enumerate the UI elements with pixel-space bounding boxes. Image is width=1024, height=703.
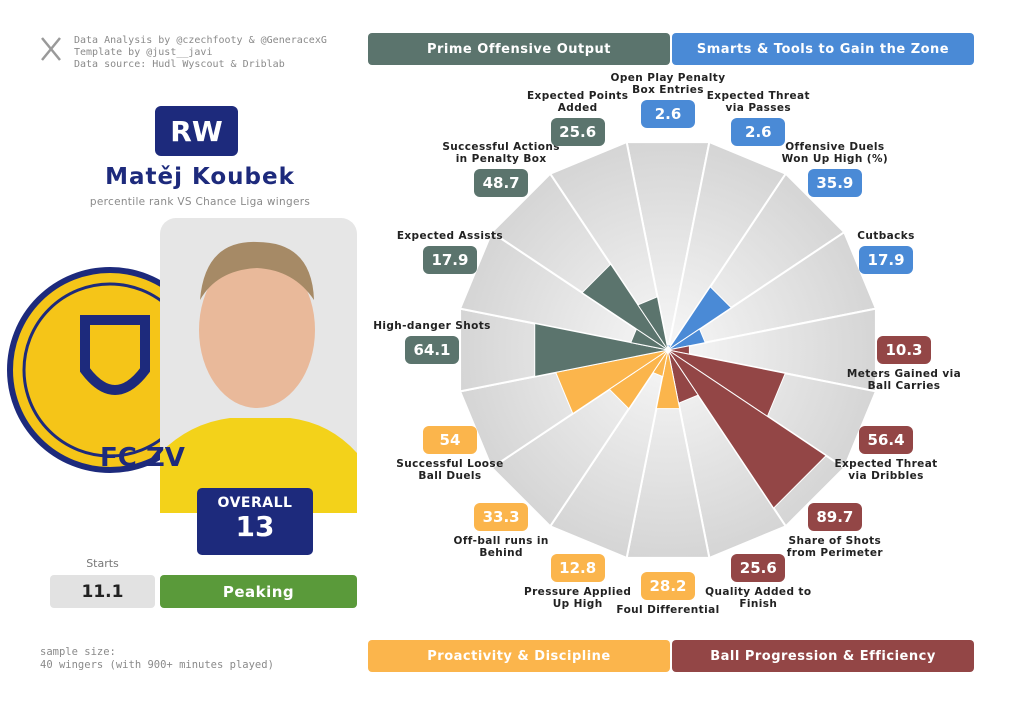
credit-line: Data Analysis by @czechfooty & @Generace… xyxy=(74,35,327,46)
section-header: Prime Offensive Output xyxy=(368,33,670,65)
value-label: 54 xyxy=(422,426,477,455)
metric-label: Successful Actions in Penalty Box xyxy=(442,141,560,166)
metric-label: Expected Threat via Passes xyxy=(706,89,810,114)
value-label: 2.6 xyxy=(641,100,695,128)
background-slice xyxy=(548,140,669,351)
metric-label: Share of Shots from Perimeter xyxy=(786,534,883,559)
overall-label: OVERALL xyxy=(217,495,293,511)
value-label: 25.6 xyxy=(550,117,605,146)
sample-size: sample size: 40 wingers (with 900+ minut… xyxy=(40,646,274,672)
value-slice xyxy=(637,296,669,351)
metric-label: Expected Threat via Dribbles xyxy=(834,458,938,483)
value-label: 56.4 xyxy=(859,426,914,455)
value-label: 35.9 xyxy=(807,169,862,198)
value-label: 64.1 xyxy=(405,336,459,364)
sample-line: sample size: xyxy=(40,646,116,658)
value-label: 33.3 xyxy=(474,502,529,531)
starts-label: Starts xyxy=(86,557,119,570)
value-label: 10.3 xyxy=(877,336,931,364)
credit-line: Data source: Hudl Wyscout & Driblab xyxy=(74,59,285,70)
value-label: 48.7 xyxy=(474,169,529,198)
metric-label: Off-ball runs in Behind xyxy=(453,534,549,559)
metric-label: Expected Assists xyxy=(396,229,504,242)
pizza-chart xyxy=(458,140,878,560)
metric-label: Pressure Applied Up High xyxy=(524,586,632,611)
section-header: Proactivity & Discipline xyxy=(368,640,670,672)
metric-label: Meters Gained via Ball Carries xyxy=(846,368,962,392)
player-name: Matěj Koubek xyxy=(105,164,295,190)
sample-line: 40 wingers (with 900+ minutes played) xyxy=(40,659,274,671)
value-label: 12.8 xyxy=(550,554,605,583)
metric-label: Quality Added to Finish xyxy=(705,586,812,611)
metric-label: High-danger Shots xyxy=(373,320,491,332)
value-label: 2.6 xyxy=(731,117,786,146)
status: Peaking xyxy=(160,575,357,608)
metric-label: Expected Points Added xyxy=(526,89,629,114)
value-label: 17.9 xyxy=(422,245,477,274)
metric-label: Successful Loose Ball Duels xyxy=(396,458,504,483)
value-slice xyxy=(655,349,681,410)
metric-label: Foul Differential xyxy=(616,604,720,616)
section-header: Ball Progression & Efficiency xyxy=(672,640,974,672)
value-label: 28.2 xyxy=(641,572,695,600)
overall-value: 13 xyxy=(235,510,275,543)
x-logo xyxy=(41,37,61,61)
section-header: Smarts & Tools to Gain the Zone xyxy=(672,33,974,65)
credit-line: Template by @just__javi xyxy=(74,47,213,58)
starts-value: 11.1 xyxy=(50,575,155,608)
value-label: 25.6 xyxy=(731,554,786,583)
metric-label: Offensive Duels Won Up High (%) xyxy=(781,141,889,166)
overall-box: OVERALL 13 xyxy=(197,488,313,555)
value-label: 89.7 xyxy=(807,502,862,531)
value-slice xyxy=(534,322,669,378)
metric-label: Open Play Penalty Box Entries xyxy=(610,72,726,96)
value-slice xyxy=(667,349,827,509)
position-badge: RW xyxy=(155,106,238,156)
badge-text: FC ZV xyxy=(100,443,185,473)
credits: Data Analysis by @czechfooty & @Generace… xyxy=(74,35,327,71)
player-photo xyxy=(160,218,357,513)
value-label: 17.9 xyxy=(859,245,914,274)
metric-label: Cutbacks xyxy=(857,229,915,242)
player-subtitle: percentile rank VS Chance Liga wingers xyxy=(89,196,311,208)
